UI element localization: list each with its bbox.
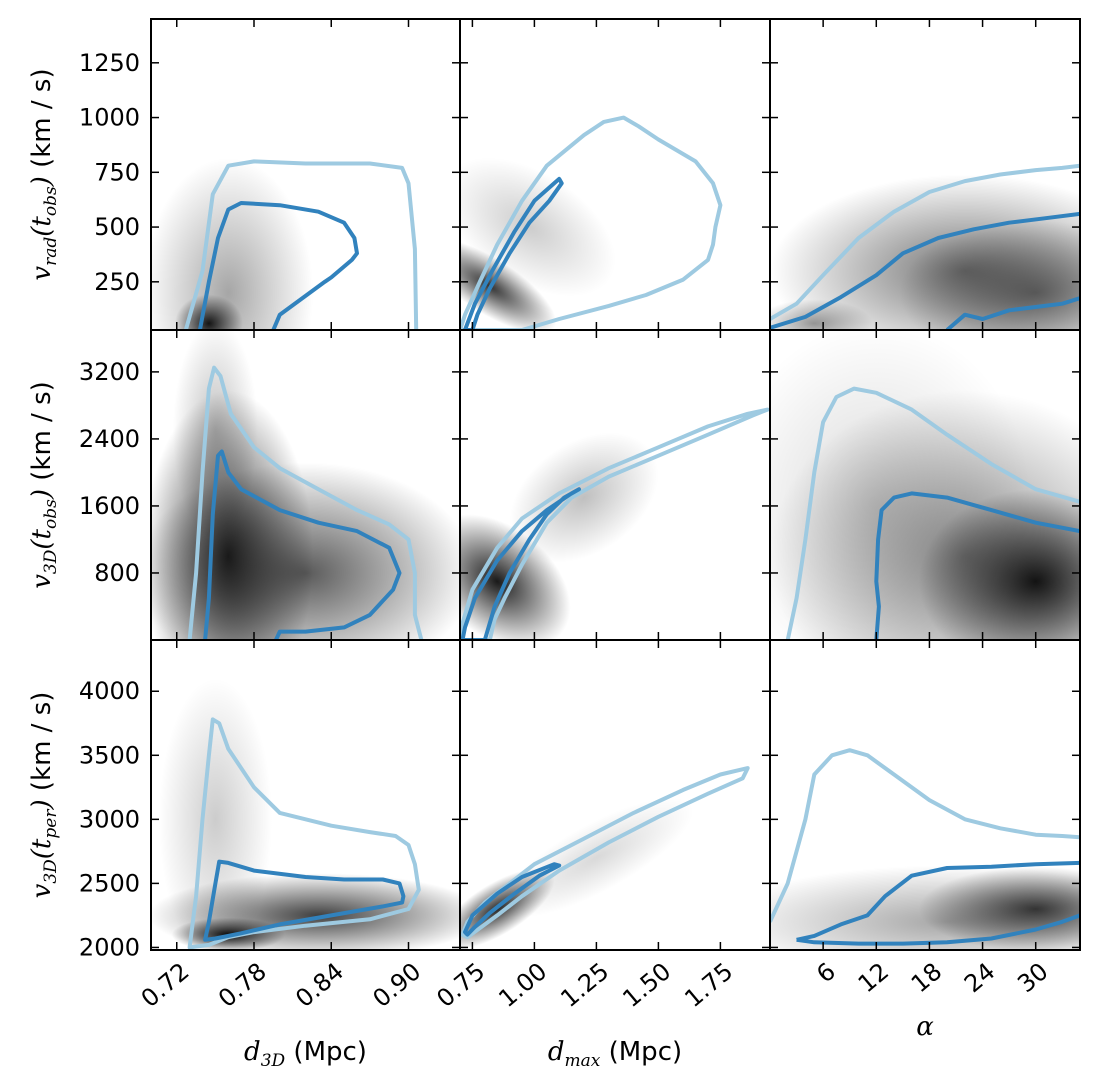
density-blob — [158, 678, 273, 950]
contour-68-lower — [945, 296, 1080, 330]
y-tick-label: 750 — [94, 158, 140, 186]
x-axis-label-d3d: d3D (Mpc) — [244, 1037, 367, 1071]
density-blob — [770, 299, 873, 330]
x-tick-label: 0.75 — [431, 957, 490, 1013]
y-tick-label: 2000 — [79, 933, 140, 961]
panel-v3d_obs-vs-d3d — [150, 329, 461, 641]
x-axis-label-alpha: α — [916, 1012, 934, 1042]
contour-95 — [187, 365, 424, 640]
contour-68 — [796, 860, 1080, 942]
panel-vrad_obs-vs-d3d — [150, 18, 461, 331]
y-tick-label: 500 — [94, 213, 140, 241]
y-axis-label-v3d_per: v3D(tper) (km / s) — [27, 692, 61, 899]
y-axis-label-vrad_obs: vrad(tobs) (km / s) — [27, 68, 61, 280]
x-tick-label: 0.84 — [290, 957, 349, 1013]
contour-68 — [460, 487, 581, 640]
contour-68 — [770, 211, 1080, 330]
panel-v3d_per-vs-alpha — [769, 639, 1081, 951]
contour-68-lower — [796, 913, 1080, 946]
x-tick-label: 30 — [1012, 957, 1053, 998]
density-blob — [151, 157, 314, 330]
panel-vrad_obs-vs-alpha — [769, 18, 1081, 331]
contour-95 — [460, 115, 723, 330]
density-blob — [770, 330, 1033, 640]
contour-95 — [183, 159, 419, 330]
y-tick-label: 4000 — [79, 677, 140, 705]
panel-v3d_per-vs-dmax — [459, 639, 771, 951]
x-tick-label: 18 — [906, 957, 947, 998]
contour-95 — [770, 748, 1080, 923]
panel-vrad_obs-vs-dmax — [459, 18, 771, 331]
contour-68 — [203, 859, 406, 942]
contour-95 — [187, 717, 421, 950]
density-blob — [460, 157, 616, 297]
panels-layer — [150, 18, 1081, 951]
y-tick-label: 3000 — [79, 805, 140, 833]
y-tick-label: 2500 — [79, 869, 140, 897]
y-tick-label: 1250 — [79, 49, 140, 77]
contour-95 — [785, 386, 1080, 640]
contour-68 — [463, 862, 562, 937]
x-tick-label: 0.90 — [367, 957, 426, 1013]
x-tick-label: 1.25 — [555, 957, 614, 1013]
x-tick-label: 24 — [959, 957, 1000, 998]
panel-v3d_obs-vs-alpha — [769, 329, 1081, 641]
y-tick-label: 1600 — [79, 492, 140, 520]
contour-68 — [463, 176, 564, 330]
panel-v3d_obs-vs-dmax — [459, 329, 771, 641]
y-tick-label: 1000 — [79, 104, 140, 132]
contour-95 — [460, 407, 770, 640]
y-tick-label: 800 — [94, 559, 140, 587]
x-tick-label: 1.50 — [617, 957, 676, 1013]
y-tick-label: 3500 — [79, 741, 140, 769]
x-tick-label: 12 — [853, 957, 894, 998]
x-tick-label: 0.72 — [136, 957, 195, 1013]
density-blob — [172, 330, 258, 542]
x-tick-label: 6 — [811, 957, 841, 988]
contour-68 — [874, 491, 1080, 640]
y-tick-label: 3200 — [79, 358, 140, 386]
y-axis-label-v3d_obs: v3D(tobs) (km / s) — [27, 381, 61, 589]
x-tick-label: 0.78 — [213, 957, 272, 1013]
density-blob — [770, 865, 1080, 950]
x-tick-label: 1.00 — [493, 957, 552, 1013]
density-blob — [899, 220, 1080, 330]
y-tick-label: 250 — [94, 268, 140, 296]
x-axis-label-dmax: dmax (Mpc) — [548, 1037, 682, 1071]
density-blob — [499, 797, 694, 918]
panel-v3d_per-vs-d3d — [150, 639, 461, 951]
x-tick-label: 1.75 — [679, 957, 738, 1013]
contour-68 — [203, 449, 402, 640]
y-tick-label: 2400 — [79, 425, 140, 453]
panel-frame — [769, 639, 1081, 951]
contour-68 — [197, 201, 359, 330]
contour-95 — [770, 163, 1080, 321]
